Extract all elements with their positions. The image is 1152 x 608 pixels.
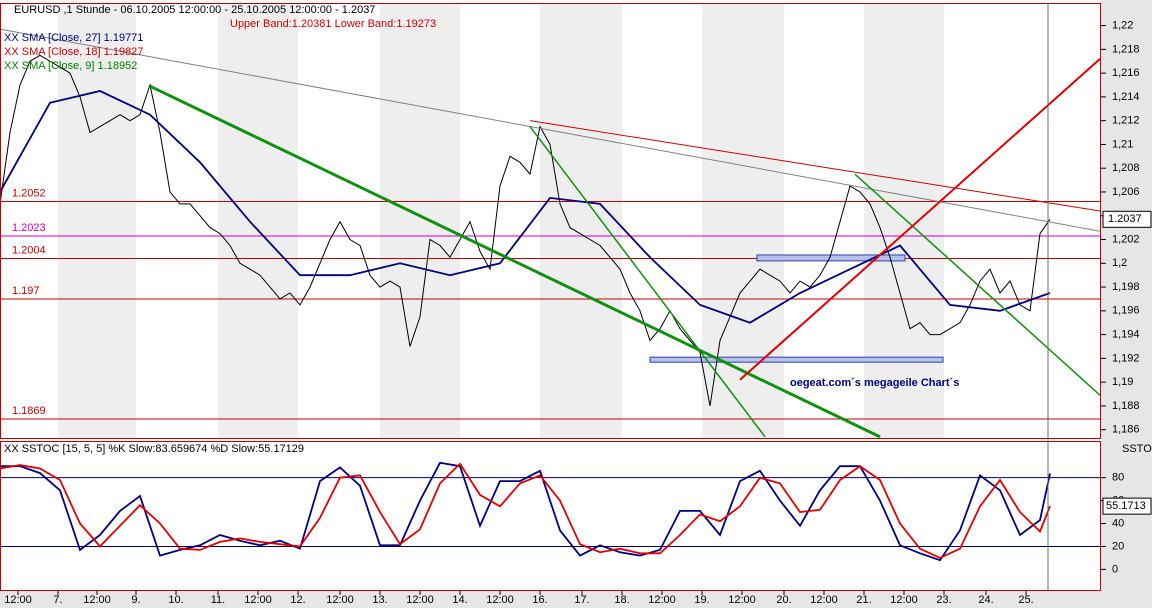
x-tick-label: 25. — [1018, 594, 1033, 606]
x-tick-label: 23. — [936, 594, 951, 606]
y-tick-label: 1,194 — [1112, 329, 1140, 341]
series-line — [0, 90, 1051, 324]
y-tick-label: 40 — [1112, 517, 1124, 529]
y-tick-label: 1,192 — [1112, 352, 1140, 364]
x-tick-label: 21. — [856, 594, 871, 606]
stoch-title: XX SSTOC [15, 5, 5] %K Slow:83.659674 %D… — [4, 443, 304, 455]
trend-line — [529, 126, 766, 438]
day-shade — [380, 3, 460, 438]
x-tick-label: 12:00 — [244, 594, 272, 606]
annotation: XX SMA [Close, 18] 1.19827 — [4, 46, 143, 58]
x-tick-label: 11. — [211, 594, 225, 606]
x-tick-label: 20. — [776, 594, 791, 606]
x-tick-label: 12:00 — [728, 594, 756, 606]
current-value-box — [1102, 210, 1152, 228]
day-shade — [540, 3, 622, 438]
x-tick-label: 12:00 — [4, 594, 32, 606]
y-tick-label: 1,21 — [1112, 138, 1133, 150]
level-label: 1.1869 — [12, 405, 46, 417]
price-frame — [0, 3, 1101, 439]
y-tick-label: 1,218 — [1112, 43, 1140, 55]
level-label: 1.2004 — [12, 244, 46, 256]
x-tick-label: 12:00 — [648, 594, 676, 606]
level-label: 1.2023 — [12, 222, 46, 234]
x-tick-label: 12. — [290, 594, 305, 606]
trend-line — [0, 28, 1100, 232]
price-title: EURUSD ,1 Stunde - 06.10.2005 12:00:00 -… — [14, 4, 375, 16]
day-shade — [702, 3, 784, 438]
x-tick-label: 12:00 — [406, 594, 434, 606]
trend-line — [854, 173, 1100, 396]
y-tick-label: 80 — [1112, 472, 1124, 484]
y-tick-label: 1,186 — [1112, 424, 1140, 436]
y-tick-label: 1,22 — [1112, 19, 1133, 31]
y-tick-label: 20 — [1112, 540, 1124, 552]
x-tick-label: 18. — [614, 594, 629, 606]
x-tick-label: 12:00 — [810, 594, 838, 606]
x-tick-label: 19. — [694, 594, 709, 606]
series-line — [0, 462, 1051, 559]
y-tick-label: 1,208 — [1112, 162, 1140, 174]
stoch-frame — [0, 441, 1101, 591]
y-tick-label: 0 — [1112, 563, 1118, 575]
stoch-plot — [0, 461, 1100, 562]
series-line — [0, 461, 1051, 562]
x-tick-label: 12:00 — [486, 594, 514, 606]
level-label: 1.2052 — [12, 187, 46, 199]
bottom-axis-area — [0, 591, 1152, 608]
price-plot — [0, 28, 1100, 438]
trend-line — [529, 120, 1100, 212]
y-tick-label: 1,206 — [1112, 186, 1140, 198]
y-tick-label: 1,198 — [1112, 281, 1140, 293]
current-value-label: 1.2037 — [1108, 213, 1142, 225]
annotation: oegeat.com´s megageile Chart´s — [790, 377, 959, 389]
y-tick-label: 1,2 — [1112, 257, 1127, 269]
x-tick-label: 13. — [372, 594, 387, 606]
x-tick-label: 12:00 — [83, 594, 111, 606]
series-line — [0, 54, 1051, 406]
trend-line — [739, 58, 1100, 381]
x-tick-label: 24. — [978, 594, 993, 606]
x-tick-label: 12:00 — [890, 594, 918, 606]
y-tick-label: 1,202 — [1112, 233, 1140, 245]
y-tick-label: 1,188 — [1112, 400, 1140, 412]
day-shade — [218, 3, 298, 438]
annotation: XX SMA [Close, 9] 1.18952 — [4, 60, 137, 72]
x-tick-label: 10. — [168, 594, 183, 606]
current-value-label: 55.1713 — [1106, 500, 1146, 512]
x-tick-label: 14. — [452, 594, 467, 606]
level-label: 1.197 — [12, 285, 40, 297]
x-tick-label: 12:00 — [326, 594, 354, 606]
y-tick-label: 1,19 — [1112, 376, 1133, 388]
y-tick-label: 1,212 — [1112, 115, 1140, 127]
y-tick-label: 1,216 — [1112, 67, 1140, 79]
x-tick-label: 7. — [53, 594, 62, 606]
y-tick-label: 1,196 — [1112, 305, 1140, 317]
y-tick-label: 1,214 — [1112, 91, 1140, 103]
trend-line — [149, 84, 881, 438]
zone — [649, 356, 944, 363]
stoch-axis-label: SSTO — [1122, 443, 1152, 455]
zone — [756, 254, 906, 262]
x-tick-label: 16. — [532, 594, 547, 606]
x-tick-label: 9. — [131, 594, 140, 606]
overlay: EURUSD ,1 Stunde - 06.10.2005 12:00:00 -… — [0, 3, 1152, 606]
annotation: XX SMA [Close, 27] 1.19771 — [4, 32, 143, 44]
price-background — [58, 3, 944, 438]
day-shade — [864, 3, 944, 438]
current-value-box — [1102, 497, 1152, 515]
annotation: Upper Band:1.20381 Lower Band:1.19273 — [230, 18, 436, 30]
x-tick-label: 17. — [574, 594, 589, 606]
